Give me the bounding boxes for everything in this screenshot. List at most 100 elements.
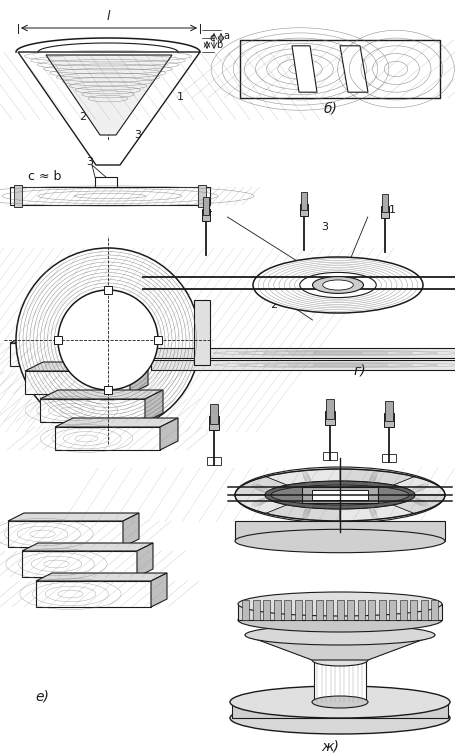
Bar bbox=[420, 600, 428, 620]
Text: b: b bbox=[216, 40, 222, 50]
Bar bbox=[242, 600, 249, 620]
Bar bbox=[210, 404, 218, 424]
Bar bbox=[240, 40, 440, 98]
Text: ж): ж) bbox=[321, 739, 339, 753]
Bar bbox=[253, 600, 259, 620]
Bar bbox=[315, 600, 323, 620]
Ellipse shape bbox=[323, 280, 353, 290]
Polygon shape bbox=[8, 513, 139, 521]
Text: б): б) bbox=[323, 102, 337, 116]
Bar bbox=[238, 604, 442, 620]
Bar bbox=[382, 194, 388, 212]
Text: 2: 2 bbox=[80, 112, 86, 122]
Text: 3: 3 bbox=[135, 130, 142, 140]
Text: 2: 2 bbox=[270, 300, 277, 310]
Polygon shape bbox=[292, 46, 317, 92]
Text: г): г) bbox=[353, 364, 366, 378]
Text: а): а) bbox=[100, 181, 114, 195]
Bar bbox=[358, 600, 364, 620]
Bar bbox=[410, 600, 417, 620]
Ellipse shape bbox=[312, 654, 368, 666]
Bar bbox=[347, 600, 354, 620]
Polygon shape bbox=[245, 635, 435, 660]
Bar bbox=[305, 600, 312, 620]
Bar bbox=[207, 457, 221, 465]
Ellipse shape bbox=[230, 686, 450, 718]
Polygon shape bbox=[10, 334, 133, 343]
Text: в): в) bbox=[98, 419, 111, 433]
Polygon shape bbox=[266, 505, 340, 521]
Polygon shape bbox=[55, 418, 178, 427]
Bar bbox=[232, 702, 448, 718]
Bar bbox=[55, 427, 160, 450]
Ellipse shape bbox=[238, 592, 442, 616]
Bar bbox=[10, 343, 115, 366]
Polygon shape bbox=[18, 52, 200, 165]
Polygon shape bbox=[340, 46, 368, 92]
Bar bbox=[104, 386, 112, 394]
Bar bbox=[36, 581, 151, 607]
Text: 1: 1 bbox=[177, 92, 183, 102]
Bar bbox=[151, 348, 455, 358]
Bar bbox=[368, 600, 375, 620]
Polygon shape bbox=[130, 362, 148, 394]
Bar bbox=[95, 177, 117, 187]
Bar bbox=[294, 600, 302, 620]
Bar bbox=[284, 600, 291, 620]
Text: 1: 1 bbox=[206, 204, 213, 214]
Polygon shape bbox=[160, 418, 178, 450]
Polygon shape bbox=[137, 543, 153, 577]
Bar bbox=[381, 206, 389, 218]
Bar bbox=[198, 185, 206, 207]
Text: е): е) bbox=[35, 689, 49, 703]
Polygon shape bbox=[266, 469, 340, 485]
Ellipse shape bbox=[238, 608, 442, 632]
Text: 3: 3 bbox=[321, 222, 328, 232]
Bar bbox=[312, 490, 368, 500]
Bar bbox=[10, 187, 210, 205]
Polygon shape bbox=[46, 55, 172, 135]
Bar bbox=[389, 600, 396, 620]
Bar bbox=[300, 204, 308, 216]
Polygon shape bbox=[36, 573, 167, 581]
Bar bbox=[203, 197, 209, 215]
Bar bbox=[379, 600, 385, 620]
Text: 3: 3 bbox=[86, 157, 93, 167]
Bar bbox=[384, 413, 394, 427]
Polygon shape bbox=[340, 505, 414, 521]
Bar bbox=[325, 411, 335, 425]
Bar bbox=[381, 454, 395, 462]
Bar bbox=[54, 336, 62, 344]
Bar bbox=[8, 521, 123, 547]
Text: 1: 1 bbox=[389, 205, 396, 215]
Polygon shape bbox=[145, 390, 163, 422]
Bar bbox=[104, 286, 112, 294]
Ellipse shape bbox=[235, 467, 445, 523]
Polygon shape bbox=[235, 476, 287, 495]
Ellipse shape bbox=[58, 290, 158, 390]
Bar bbox=[337, 600, 344, 620]
Bar bbox=[399, 600, 406, 620]
Text: c ≈ b: c ≈ b bbox=[28, 170, 61, 183]
Bar bbox=[40, 399, 145, 422]
Ellipse shape bbox=[271, 485, 409, 505]
Polygon shape bbox=[393, 495, 445, 513]
Ellipse shape bbox=[235, 529, 445, 553]
Bar bbox=[14, 185, 22, 207]
Bar bbox=[25, 371, 130, 394]
Polygon shape bbox=[25, 362, 148, 371]
Bar bbox=[326, 399, 334, 419]
Polygon shape bbox=[123, 513, 139, 547]
Polygon shape bbox=[40, 390, 163, 399]
Ellipse shape bbox=[312, 696, 368, 708]
Bar bbox=[273, 600, 280, 620]
Ellipse shape bbox=[16, 248, 200, 432]
Polygon shape bbox=[115, 334, 133, 366]
Ellipse shape bbox=[253, 257, 423, 313]
Bar bbox=[384, 401, 393, 421]
Bar bbox=[194, 300, 210, 365]
Bar bbox=[431, 600, 438, 620]
Polygon shape bbox=[393, 476, 445, 495]
Ellipse shape bbox=[313, 277, 364, 293]
Text: c: c bbox=[209, 33, 214, 43]
